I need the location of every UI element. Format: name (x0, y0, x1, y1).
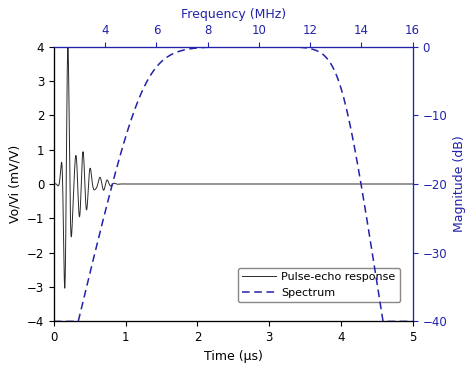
Pulse-echo response (391, 182, 397, 186)
Spectrum (334, 73, 339, 78)
Pulse-echo response (51, 181, 57, 186)
Spectrum (51, 319, 57, 324)
Spectrum (258, 45, 264, 49)
Spectrum (400, 319, 405, 324)
Line: Spectrum: Spectrum (54, 47, 413, 321)
Y-axis label: Vo/Vi (mV/V): Vo/Vi (mV/V) (9, 145, 21, 223)
Pulse-echo response (66, 96, 72, 101)
X-axis label: Time (μs): Time (μs) (204, 349, 263, 363)
X-axis label: Frequency (MHz): Frequency (MHz) (181, 8, 286, 22)
Spectrum (70, 319, 75, 324)
Y-axis label: Magnitude (dB): Magnitude (dB) (453, 136, 465, 232)
Pulse-echo response (62, 286, 68, 290)
Pulse-echo response (121, 182, 127, 186)
Spectrum (216, 45, 222, 49)
Pulse-echo response (73, 155, 78, 159)
Pulse-echo response (227, 182, 232, 186)
Pulse-echo response (410, 182, 416, 186)
Pulse-echo response (65, 45, 71, 49)
Spectrum (400, 319, 405, 324)
Spectrum (410, 319, 416, 324)
Spectrum (226, 45, 231, 49)
Legend: Pulse-echo response, Spectrum: Pulse-echo response, Spectrum (238, 267, 400, 302)
Line: Pulse-echo response: Pulse-echo response (54, 47, 413, 288)
Pulse-echo response (53, 181, 58, 186)
